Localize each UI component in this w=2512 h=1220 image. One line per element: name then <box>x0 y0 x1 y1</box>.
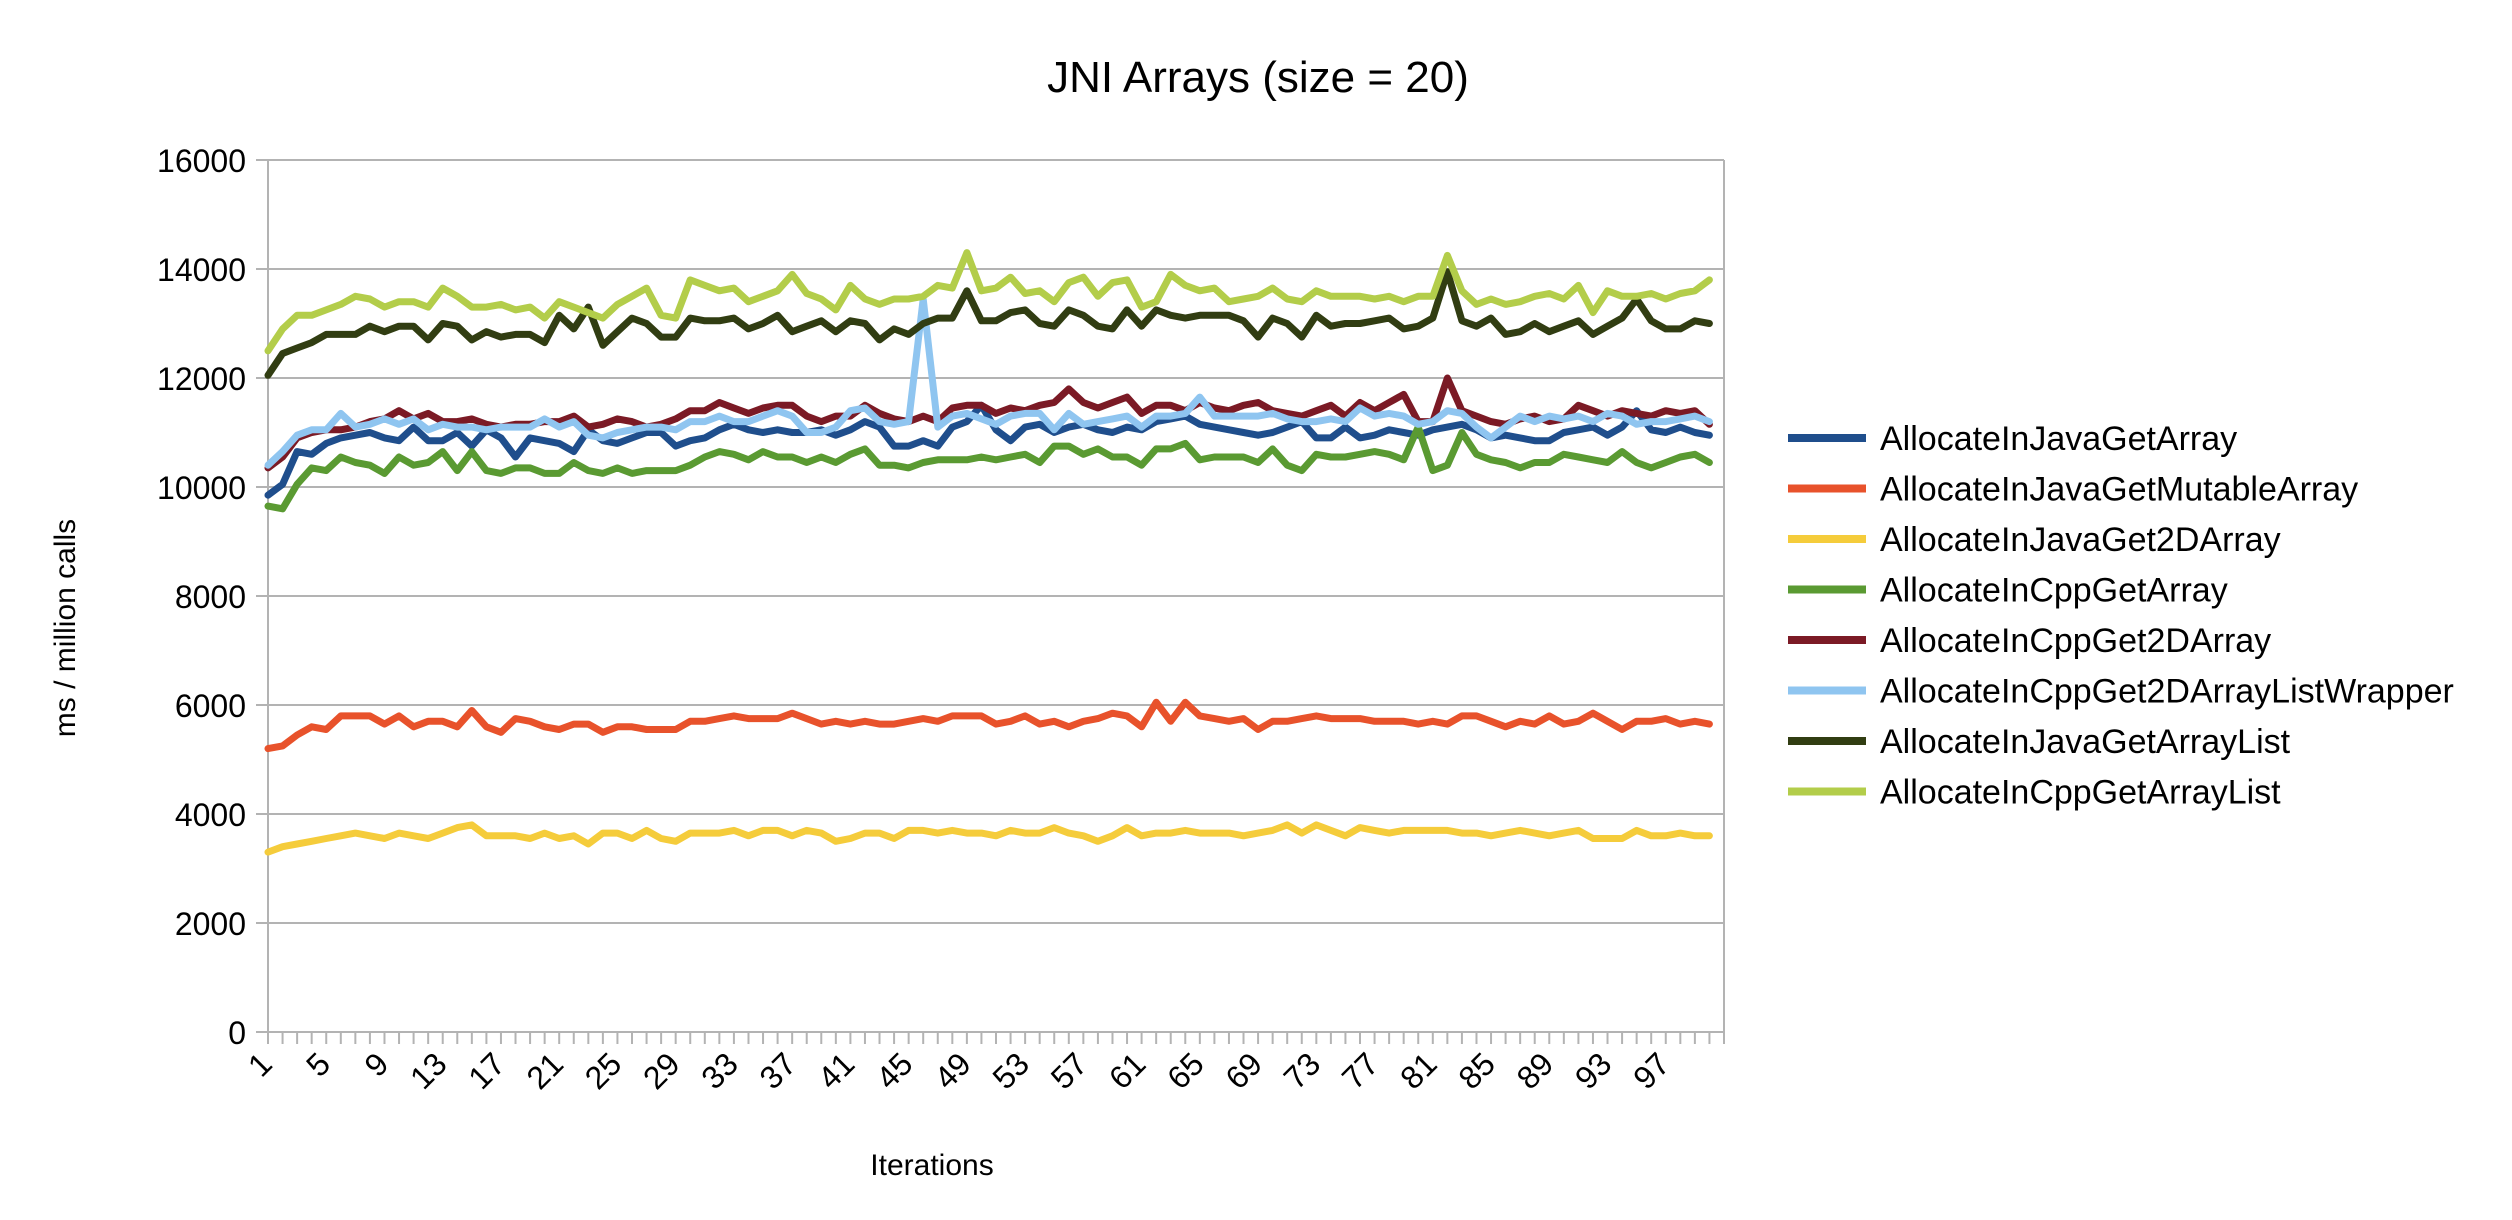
x-tick-label: 81 <box>1393 1045 1444 1096</box>
x-tick-label: 89 <box>1510 1045 1561 1096</box>
x-tick-label: 33 <box>694 1045 745 1096</box>
legend-label: AllocateInJavaGet2DArray <box>1880 521 2281 559</box>
x-tick-label: 1 <box>241 1045 279 1083</box>
x-tick-label: 61 <box>1102 1045 1153 1096</box>
x-tick-label: 5 <box>299 1045 337 1083</box>
legend-label: AllocateInCppGet2DArray <box>1880 622 2271 660</box>
legend-label: AllocateInJavaGetArray <box>1880 420 2237 458</box>
x-tick-label: 13 <box>403 1045 454 1096</box>
y-axis-label: ms / million calls <box>49 519 82 737</box>
x-tick-label: 57 <box>1044 1045 1095 1096</box>
legend-label: AllocateInJavaGetArrayList <box>1880 723 2291 761</box>
x-tick-label: 25 <box>578 1045 629 1096</box>
y-tick-label: 16000 <box>157 143 246 179</box>
y-tick-labels: 0 2000 4000 6000 8000 10000 12000 14000 16000 <box>157 143 246 1051</box>
series-line-7 <box>264 268 1713 379</box>
x-tick-label: 73 <box>1277 1045 1328 1096</box>
y-tick-label: 2000 <box>175 906 246 942</box>
y-tick-label: 4000 <box>175 797 246 833</box>
series-line-3 <box>264 821 1713 856</box>
x-tick-label: 21 <box>520 1045 571 1096</box>
legend-label: AllocateInJavaGetMutableArray <box>1880 471 2358 509</box>
y-tick-label: 0 <box>228 1015 246 1051</box>
x-tick-labels: 1 5 9 13 17 21 25 29 33 37 41 45 49 53 57 61 65 69 73 77 81 8… <box>241 1045 1677 1096</box>
series-line-1 <box>264 401 1713 499</box>
x-tick-label: 29 <box>636 1045 687 1096</box>
y-tick-label: 8000 <box>175 579 246 615</box>
legend: AllocateInJavaGetArray AllocateInJavaGetM… <box>1788 420 2454 812</box>
y-tick-label: 10000 <box>157 470 246 506</box>
x-tick-label: 45 <box>869 1045 920 1096</box>
axes-layer <box>256 159 1725 1044</box>
legend-label: AllocateInCppGet2DArrayListWrapper <box>1880 673 2454 711</box>
x-tick-label: 97 <box>1626 1045 1677 1096</box>
grid-layer <box>268 159 1724 1033</box>
y-tick-label: 14000 <box>157 252 246 288</box>
x-tick-label: 65 <box>1160 1045 1211 1096</box>
x-tick-label: 77 <box>1335 1045 1386 1096</box>
y-tick-label: 12000 <box>157 361 246 397</box>
chart-title: JNI Arrays (size = 20) <box>1047 53 1469 102</box>
series-layer <box>264 249 1713 856</box>
series-line-4 <box>264 423 1713 513</box>
x-tick-label: 85 <box>1451 1045 1502 1096</box>
x-axis-label: Iterations <box>870 1149 993 1182</box>
x-tick-label: 41 <box>811 1045 862 1096</box>
series-line-6 <box>264 295 1713 469</box>
x-tick-label: 37 <box>752 1045 803 1096</box>
legend-label: AllocateInCppGetArray <box>1880 572 2228 610</box>
x-tick-label: 69 <box>1218 1045 1269 1096</box>
x-tick-label: 9 <box>357 1045 395 1083</box>
y-tick-label: 6000 <box>175 688 246 724</box>
series-line-8 <box>264 249 1713 355</box>
x-tick-label: 17 <box>461 1045 512 1096</box>
series-line-2 <box>264 698 1713 753</box>
x-tick-label: 49 <box>927 1045 978 1096</box>
legend-label: AllocateInCppGetArrayList <box>1880 774 2281 812</box>
x-tick-label: 53 <box>985 1045 1036 1096</box>
x-tick-label: 93 <box>1568 1045 1619 1096</box>
